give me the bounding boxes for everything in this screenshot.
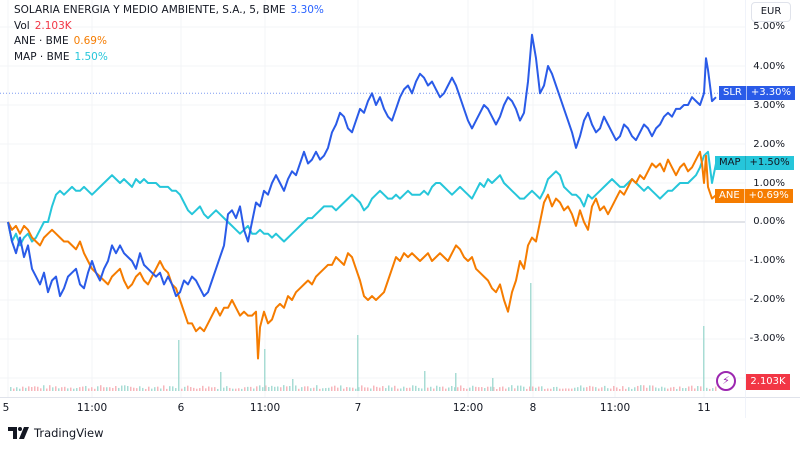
y-tick: 0.00%	[753, 216, 785, 227]
x-tick: 5	[2, 402, 10, 414]
map-change: +1.50%	[749, 157, 790, 168]
currency-button[interactable]: EUR	[751, 2, 791, 22]
legend-map-label: MAP · BME	[14, 50, 70, 63]
x-tick: 12:00	[452, 402, 484, 414]
y-tick: 1.00%	[753, 178, 785, 189]
y-tick: 3.00%	[753, 100, 785, 111]
map-line	[7, 150, 717, 247]
legend-volume-row[interactable]: Vol 2.103K	[14, 19, 324, 35]
x-tick: 11:00	[249, 402, 281, 414]
chart-pane[interactable]: SOLARIA ENERGIA Y MEDIO AMBIENTE, S.A., …	[0, 0, 745, 397]
map-symbol: MAP	[715, 156, 746, 170]
x-tick: 11:00	[599, 402, 631, 414]
volume-badge: 2.103K	[746, 374, 790, 390]
legend-ane-row[interactable]: ANE · BME 0.69%	[14, 34, 324, 50]
slr-line	[7, 33, 717, 298]
legend-ane-value: 0.69%	[73, 35, 107, 48]
x-tick: 6	[177, 402, 185, 414]
brand-name: TradingView	[34, 426, 104, 440]
slr-change: +3.30%	[750, 87, 792, 98]
time-axis[interactable]: 5 11:00 6 11:00 7 12:00 8 11:00 11	[0, 397, 745, 418]
legend-map-value: 1.50%	[74, 50, 108, 63]
legend-main-value: 3.30%	[290, 4, 324, 16]
chart-legend: SOLARIA ENERGIA Y MEDIO AMBIENTE, S.A., …	[14, 3, 324, 65]
ane-line	[7, 150, 717, 360]
map-price-label: MAP +1.50%	[715, 156, 794, 170]
x-tick: 11	[697, 402, 711, 414]
tradingview-brand[interactable]: TradingView	[8, 426, 103, 440]
x-tick: 7	[354, 402, 362, 414]
x-tick: 8	[529, 402, 537, 414]
tradingview-logo-icon	[8, 427, 29, 439]
x-tick: 11:00	[76, 402, 108, 414]
ane-symbol: ANE	[715, 189, 745, 203]
ane-change: +0.69%	[748, 190, 789, 201]
axis-corner	[745, 397, 800, 418]
legend-vol-label: Vol	[14, 19, 30, 32]
y-tick: -3.00%	[749, 333, 785, 344]
ane-price-label: ANE +0.69%	[715, 189, 793, 203]
legend-main-title: SOLARIA ENERGIA Y MEDIO AMBIENTE, S.A., …	[14, 4, 286, 16]
legend-ane-label: ANE · BME	[14, 35, 69, 48]
y-tick: 4.00%	[753, 61, 785, 72]
lightning-icon[interactable]: ⚡	[716, 371, 736, 391]
slr-symbol: SLR	[719, 86, 747, 100]
chart-canvas[interactable]	[0, 0, 745, 397]
y-tick: -1.00%	[749, 255, 785, 266]
legend-main-row[interactable]: SOLARIA ENERGIA Y MEDIO AMBIENTE, S.A., …	[14, 3, 324, 19]
legend-map-row[interactable]: MAP · BME 1.50%	[14, 50, 324, 66]
y-tick: 5.00%	[753, 21, 785, 32]
y-tick: -2.00%	[749, 294, 785, 305]
volume-bars	[10, 283, 717, 391]
y-tick: 2.00%	[753, 139, 785, 150]
legend-vol-value: 2.103K	[34, 19, 72, 32]
slr-price-label: SLR +3.30%	[719, 86, 796, 100]
